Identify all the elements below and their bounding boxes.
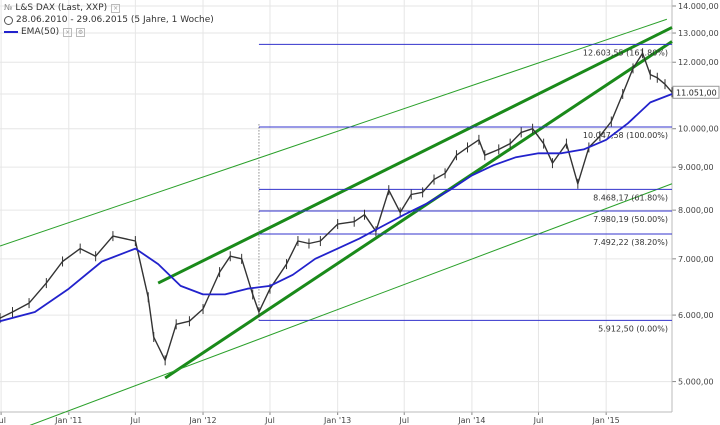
x-tick-label: Jan '15 xyxy=(592,416,620,425)
outer-channel-line xyxy=(0,18,668,247)
y-tick-label: 5.000,00 xyxy=(678,378,714,387)
fib-level-label: 7.980,19 (50.00%) xyxy=(593,215,668,224)
symbol-icon: № xyxy=(4,3,13,12)
y-tick-label: 14.000,00 xyxy=(678,2,719,11)
date-range: 28.06.2010 - 29.06.2015 (5 Jahre, 1 Woch… xyxy=(16,15,214,25)
outer-channel-line xyxy=(29,183,673,425)
trend-channel-line xyxy=(164,40,673,380)
y-tick-label: 12.000,00 xyxy=(678,58,719,67)
x-tick-label: Jul xyxy=(130,416,141,425)
y-tick-label: 9.000,00 xyxy=(678,163,714,172)
x-tick-label: Jul xyxy=(533,416,544,425)
x-tick-label: Jan '12 xyxy=(188,416,216,425)
x-tick-label: Jan '14 xyxy=(457,416,485,425)
trend-channel-line xyxy=(157,26,673,285)
clock-icon xyxy=(4,15,13,25)
fib-level-label: 7.492,22 (38.20%) xyxy=(593,238,668,247)
x-tick-label: Jan '13 xyxy=(323,416,351,425)
indicator-label: EMA(50) xyxy=(21,27,60,37)
close-icon[interactable]: × xyxy=(111,3,121,13)
x-tick-label: Jul xyxy=(0,416,6,425)
y-tick-label: 8.000,00 xyxy=(678,206,714,215)
y-tick-label: 13.000,00 xyxy=(678,29,719,38)
chart-title: L&S DAX (Last, XXP) xyxy=(15,3,108,13)
y-tick-label: 10.000,00 xyxy=(678,125,719,134)
x-tick-label: Jul xyxy=(264,416,275,425)
fib-level-label: 10.047,58 (100.00%) xyxy=(583,131,668,140)
fib-level-label: 8.468,17 (61.80%) xyxy=(593,193,668,202)
y-tick-label: 7.000,00 xyxy=(678,255,714,264)
last-value-label: 11.051,00 xyxy=(676,88,717,97)
fib-level-label: 5.912,50 (0.00%) xyxy=(598,324,668,333)
last-value-badge xyxy=(672,85,720,99)
settings-icon[interactable]: ⚙ xyxy=(76,27,86,37)
x-tick-label: Jan '11 xyxy=(54,416,82,425)
fib-level-label: 12.603,55 (161.80%) xyxy=(583,48,668,57)
ema-line xyxy=(0,93,673,323)
close-icon[interactable]: × xyxy=(63,27,73,37)
x-tick-label: Jul xyxy=(398,416,409,425)
chart-legend: № L&S DAX (Last, XXP) × 28.06.2010 - 29.… xyxy=(4,2,214,38)
ema-swatch xyxy=(4,31,18,33)
y-tick-label: 6.000,00 xyxy=(678,311,714,320)
